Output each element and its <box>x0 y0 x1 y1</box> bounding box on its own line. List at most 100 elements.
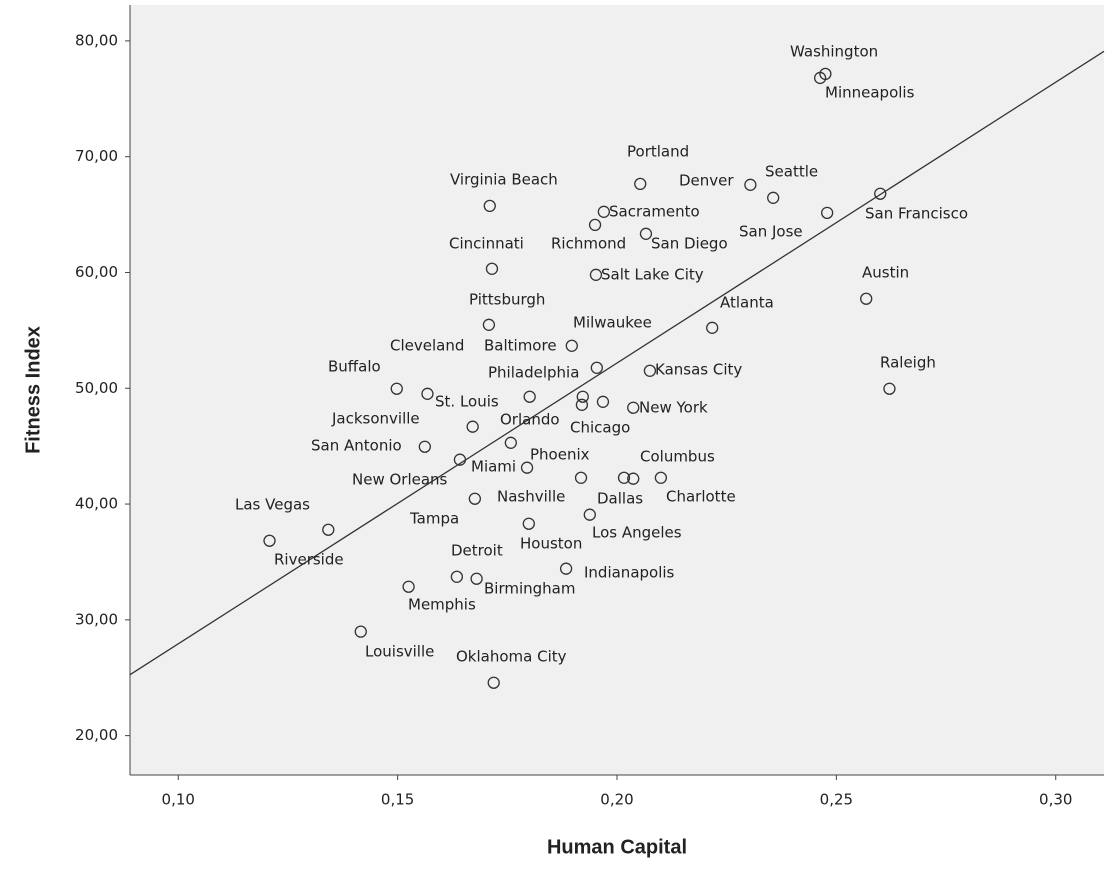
x-tick-label: 0,30 <box>1039 791 1072 809</box>
point-label: San Diego <box>651 235 728 253</box>
point <box>263 534 276 547</box>
point-label: Cleveland <box>390 337 464 355</box>
point-label: Oklahoma City <box>456 648 567 666</box>
point <box>487 676 500 689</box>
x-tick-label: 0,15 <box>381 791 414 809</box>
x-tick-label: 0,20 <box>600 791 633 809</box>
y-tick-label: 70,00 <box>75 147 118 165</box>
point <box>504 436 517 449</box>
point-label: Denver <box>679 172 734 190</box>
point-label: Charlotte <box>666 488 736 506</box>
point <box>767 191 780 204</box>
x-tick-label: 0,25 <box>820 791 853 809</box>
point <box>482 318 496 331</box>
point-label: Atlanta <box>720 294 774 312</box>
point <box>654 471 668 484</box>
point <box>883 382 896 395</box>
point <box>522 517 535 530</box>
point <box>821 206 834 219</box>
point-label: Washington <box>790 43 878 61</box>
point <box>627 472 640 485</box>
point <box>639 227 653 240</box>
point <box>596 395 610 408</box>
point-label: Jacksonville <box>331 410 420 428</box>
y-axis-title: Fitness Index <box>22 326 44 454</box>
point <box>559 562 573 575</box>
point <box>874 187 887 200</box>
point <box>565 339 578 352</box>
point-label: Nashville <box>497 488 565 506</box>
point <box>322 523 335 536</box>
point <box>597 205 610 218</box>
point-label: Pittsburgh <box>469 291 545 309</box>
point-label: New Orleans <box>352 471 448 489</box>
point-label: Kansas City <box>655 361 742 379</box>
point-label: Chicago <box>570 419 630 437</box>
point-label: Phoenix <box>530 446 590 464</box>
point-label: San Francisco <box>865 205 968 223</box>
point-label: Indianapolis <box>584 564 675 582</box>
point <box>483 199 496 213</box>
point <box>583 508 596 521</box>
y-tick-label: 80,00 <box>75 31 118 49</box>
point-label: Sacramento <box>609 203 700 221</box>
point-label: San Jose <box>739 223 803 241</box>
y-tick-label: 30,00 <box>75 610 118 628</box>
y-tick-label: 40,00 <box>75 495 118 513</box>
y-tick-label: 60,00 <box>75 263 118 281</box>
point-label: Salt Lake City <box>601 266 704 284</box>
point-label: San Antonio <box>311 437 402 455</box>
point-label: Austin <box>862 264 909 282</box>
point-label: Orlando <box>500 411 560 429</box>
y-tick-label: 20,00 <box>75 726 118 744</box>
point <box>402 580 415 593</box>
point <box>485 262 499 275</box>
point-label: Los Angeles <box>592 524 682 542</box>
point-label: St. Louis <box>435 393 499 411</box>
x-tick-label: 0,10 <box>162 791 195 809</box>
point <box>390 382 403 395</box>
point-label: Memphis <box>408 596 476 614</box>
point <box>450 570 464 583</box>
point-label: Birmingham <box>484 580 575 598</box>
point-label: Milwaukee <box>573 314 652 332</box>
point-label: Seattle <box>765 163 818 181</box>
point <box>466 420 479 433</box>
point <box>468 492 481 505</box>
point <box>590 361 603 374</box>
point <box>589 268 603 281</box>
point-label: Dallas <box>597 490 643 508</box>
point-label: Buffalo <box>328 358 381 376</box>
point <box>617 471 631 484</box>
point <box>421 387 434 400</box>
point-label: Virginia Beach <box>450 171 558 189</box>
point-label: Richmond <box>551 235 626 253</box>
point <box>520 461 534 474</box>
point <box>627 401 640 414</box>
point-label: Louisville <box>365 643 434 661</box>
point-label: New York <box>639 399 708 417</box>
point-label: Raleigh <box>880 354 936 372</box>
point <box>634 177 647 191</box>
point-label: Minneapolis <box>825 84 915 102</box>
point <box>643 364 657 377</box>
point-label: Portland <box>627 143 689 161</box>
point <box>523 390 536 403</box>
point <box>575 398 589 411</box>
point <box>588 218 602 232</box>
point <box>354 625 367 638</box>
fit-line <box>129 50 1105 676</box>
plot-area <box>130 5 1104 775</box>
x-axis-title: Human Capital <box>547 836 687 858</box>
point <box>860 292 873 305</box>
point <box>706 321 719 334</box>
point <box>813 71 827 85</box>
point-label: Columbus <box>640 448 715 466</box>
point-label: Houston <box>520 535 582 553</box>
point <box>470 572 483 585</box>
point-label: Las Vegas <box>235 496 310 514</box>
point <box>744 178 757 191</box>
point <box>453 453 467 466</box>
point-label: Cincinnati <box>449 235 524 253</box>
